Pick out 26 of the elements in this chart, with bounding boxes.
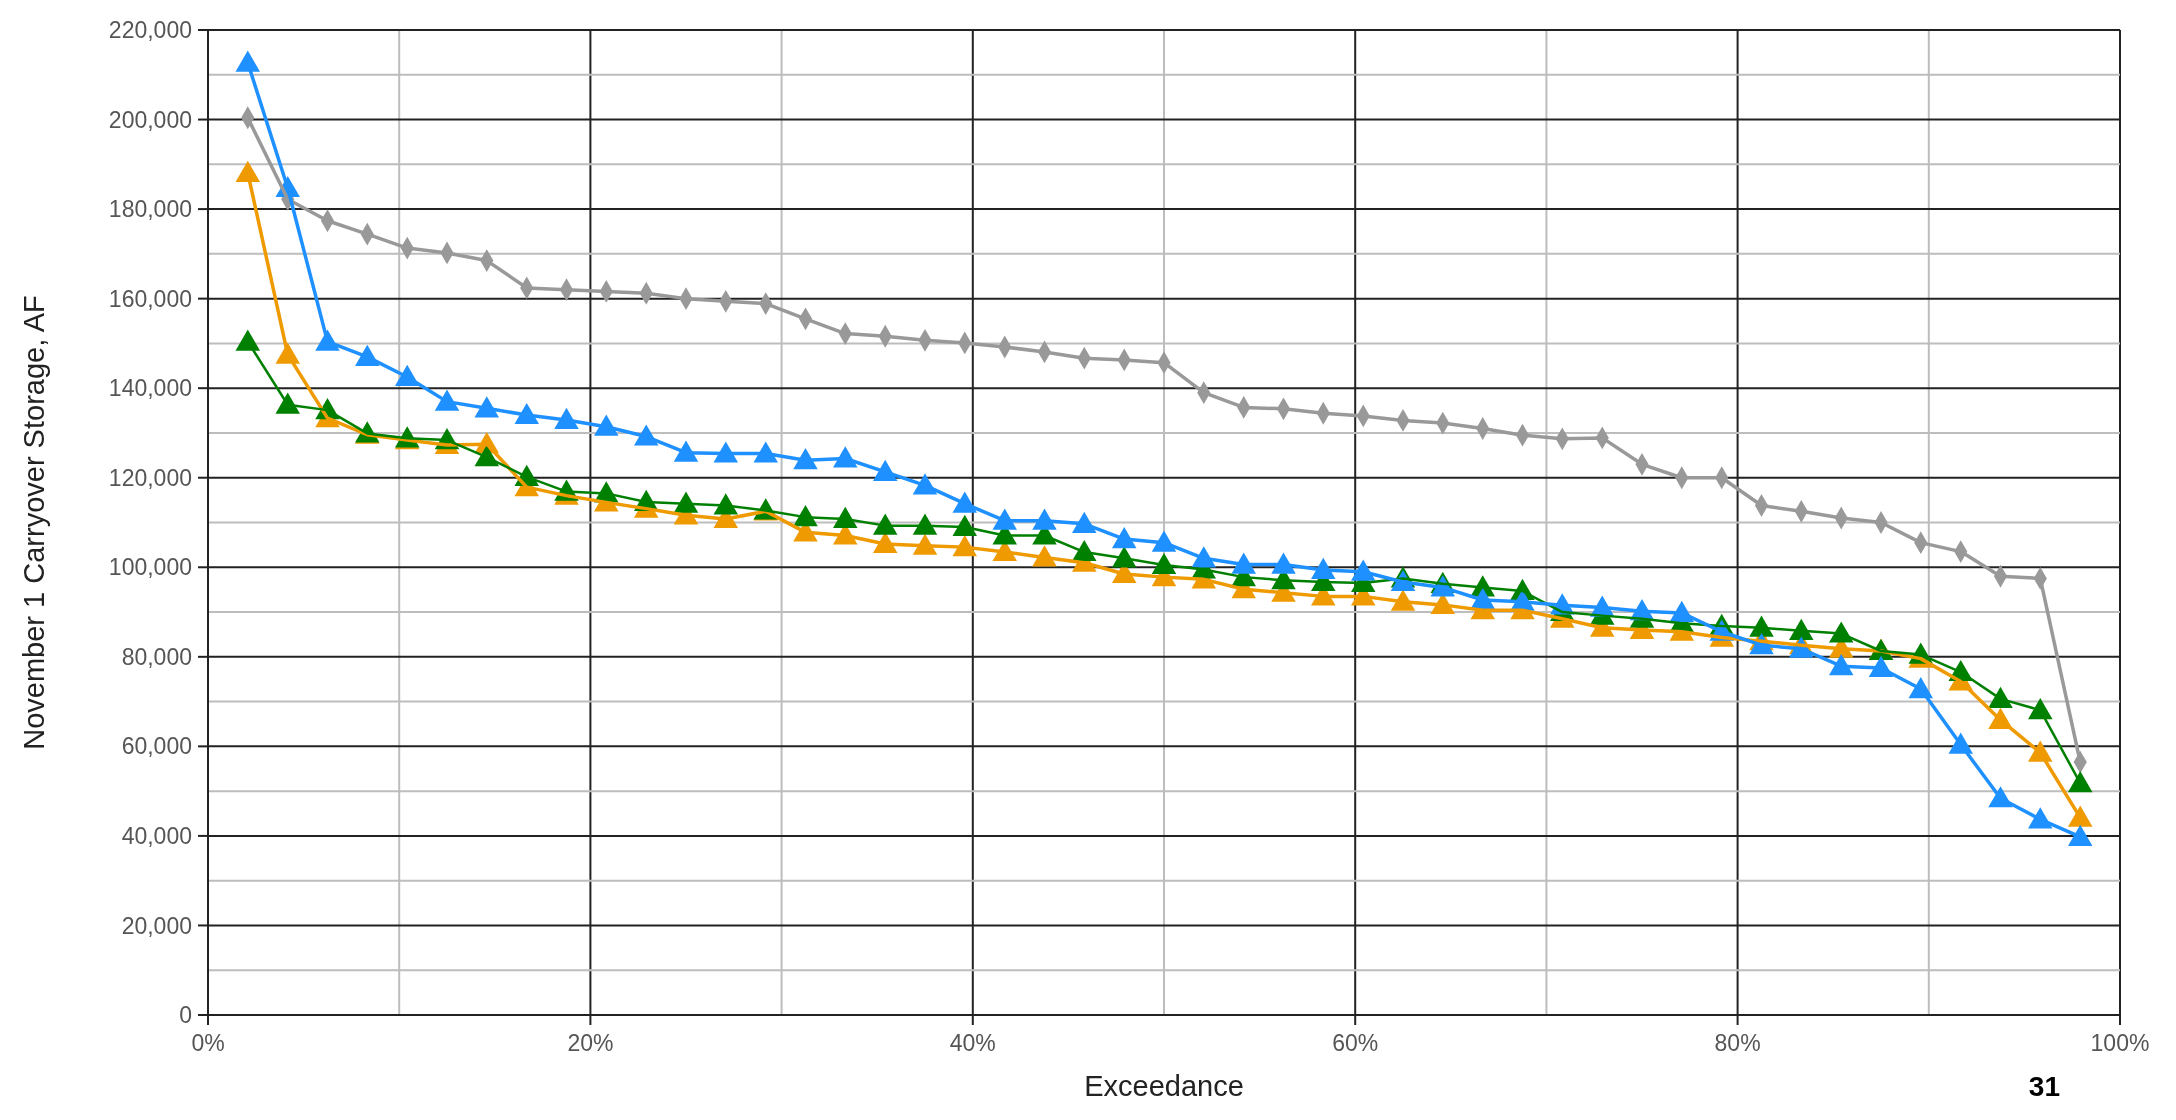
y-tick-label: 200,000 [108,106,192,133]
x-tick-label: 80% [1714,1030,1761,1056]
y-axis-title: November 1 Carryover Storage, AF [18,295,50,750]
y-tick-label: 80,000 [121,643,192,670]
y-tick-label: 220,000 [108,17,192,44]
y-tick-label: 100,000 [108,554,192,581]
point [2067,805,2093,827]
x-axis-title: Exceedance [1084,1070,1244,1102]
point [235,329,261,351]
y-tick-label: 120,000 [108,464,192,491]
x-tick-label: 20% [567,1030,614,1056]
x-tick-label: 60% [1332,1030,1379,1056]
y-tick-label: 160,000 [108,285,192,312]
y-tick-label: 180,000 [108,196,192,223]
point [713,493,739,515]
y-tick-label: 0 [179,1002,192,1029]
y-tick-label: 140,000 [108,375,192,402]
y-tick-label: 40,000 [121,822,192,849]
point [2067,770,2093,793]
x-tick-label: 100% [2090,1030,2150,1056]
y-tick-label: 60,000 [121,733,192,760]
y-tick-label: 20,000 [121,912,192,939]
x-tick-label: 40% [949,1030,996,1056]
text: 31 [2028,1071,2060,1102]
point [2067,824,2093,846]
x-tick-label: 0% [191,1030,225,1056]
